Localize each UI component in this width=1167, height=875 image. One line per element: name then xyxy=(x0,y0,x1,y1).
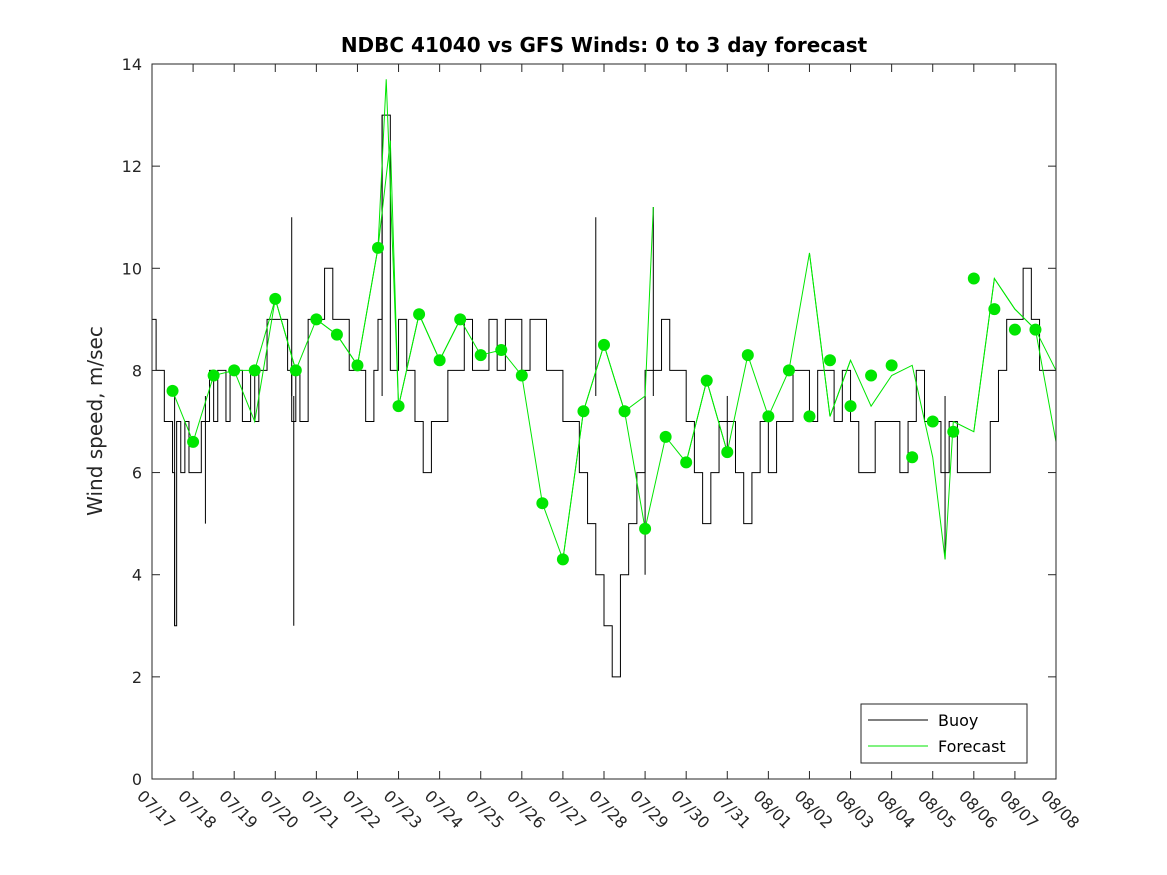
forecast-point xyxy=(721,446,734,459)
x-tick-label: 07/29 xyxy=(626,786,672,832)
chart-title: NDBC 41040 vs GFS Winds: 0 to 3 day fore… xyxy=(341,33,868,57)
x-tick-label: 08/01 xyxy=(750,786,796,832)
forecast-point xyxy=(680,456,693,469)
legend-label-buoy: Buoy xyxy=(938,711,978,730)
x-tick-label: 07/17 xyxy=(133,786,179,832)
forecast-point xyxy=(248,364,261,377)
forecast-point xyxy=(413,308,426,321)
forecast-point xyxy=(187,435,200,448)
y-tick-label: 14 xyxy=(122,55,142,74)
y-tick-label: 0 xyxy=(132,770,142,789)
forecast-point xyxy=(433,354,446,367)
x-tick-label: 08/06 xyxy=(955,786,1001,832)
x-tick-label: 07/23 xyxy=(380,786,426,832)
x-tick-label: 07/18 xyxy=(174,786,220,832)
forecast-point xyxy=(844,400,857,413)
x-tick-label: 07/30 xyxy=(667,786,713,832)
x-tick-label: 07/26 xyxy=(503,786,549,832)
y-tick-label: 10 xyxy=(122,259,142,278)
forecast-point xyxy=(495,344,508,356)
y-tick-label: 4 xyxy=(132,566,142,585)
forecast-point xyxy=(515,369,528,382)
forecast-point xyxy=(228,364,241,377)
forecast-point xyxy=(207,369,220,382)
y-tick-label: 12 xyxy=(122,157,142,176)
forecast-run-line xyxy=(973,277,1057,443)
forecast-point xyxy=(741,349,754,362)
forecast-point xyxy=(824,354,836,367)
y-axis-label: Wind speed, m/sec xyxy=(83,326,107,516)
forecast-point xyxy=(700,374,713,387)
x-tick-label: 08/08 xyxy=(1037,786,1083,832)
forecast-point xyxy=(885,359,898,372)
y-tick-label: 6 xyxy=(132,464,142,483)
forecast-point xyxy=(1029,323,1042,336)
x-tick-label: 08/04 xyxy=(873,786,919,832)
y-tick-label: 2 xyxy=(132,668,142,687)
forecast-point xyxy=(947,425,960,438)
plot-area xyxy=(152,79,1057,678)
forecast-point xyxy=(392,400,405,413)
forecast-point xyxy=(659,430,672,443)
x-tick-label: 08/02 xyxy=(791,786,837,832)
legend-box xyxy=(860,703,1028,764)
x-tick-label: 07/28 xyxy=(585,786,631,832)
x-tick-label: 07/20 xyxy=(256,786,302,832)
forecast-point xyxy=(967,272,980,285)
forecast-point xyxy=(865,369,878,382)
x-tick-label: 08/03 xyxy=(832,786,878,832)
forecast-point xyxy=(372,241,384,254)
x-tick-label: 07/21 xyxy=(298,786,344,832)
forecast-point xyxy=(166,384,179,397)
x-tick-label: 08/05 xyxy=(914,786,960,832)
forecast-point xyxy=(803,410,816,423)
x-tick-label: 07/22 xyxy=(339,786,385,832)
forecast-point xyxy=(906,451,919,464)
forecast-point xyxy=(988,303,1001,316)
x-tick-label: 08/07 xyxy=(996,786,1042,832)
forecast-point xyxy=(454,313,467,326)
x-tick-label: 07/24 xyxy=(421,786,467,832)
forecast-point xyxy=(536,497,549,510)
forecast-point xyxy=(926,415,939,428)
forecast-point xyxy=(474,349,487,362)
forecast-point xyxy=(577,405,590,418)
forecast-run-line xyxy=(808,252,954,560)
forecast-point xyxy=(1008,323,1021,336)
legend-label-forecast: Forecast xyxy=(938,737,1006,756)
buoy-series-line xyxy=(152,114,1057,678)
forecast-point xyxy=(762,410,775,423)
forecast-point xyxy=(598,338,610,351)
forecast-point xyxy=(618,405,631,418)
x-tick-label: 07/27 xyxy=(544,786,590,832)
forecast-point xyxy=(351,359,364,372)
forecast-run-line xyxy=(234,247,379,372)
y-axis: 0 2 4 6 8 10 12 14 xyxy=(122,55,1056,789)
x-tick-label: 07/25 xyxy=(462,786,508,832)
y-tick-label: 8 xyxy=(132,361,142,380)
x-tick-label: 07/19 xyxy=(215,786,261,832)
legend: Buoy Forecast xyxy=(860,703,1028,764)
forecast-point xyxy=(289,364,302,377)
forecast-point xyxy=(556,553,569,566)
forecast-point xyxy=(269,292,282,305)
forecast-point xyxy=(639,522,652,535)
x-tick-label: 07/31 xyxy=(708,786,754,832)
forecast-point xyxy=(330,328,343,341)
forecast-point xyxy=(782,364,795,377)
forecast-point xyxy=(310,313,323,326)
axes-frame xyxy=(151,63,1057,780)
forecast-run-line xyxy=(377,140,523,407)
